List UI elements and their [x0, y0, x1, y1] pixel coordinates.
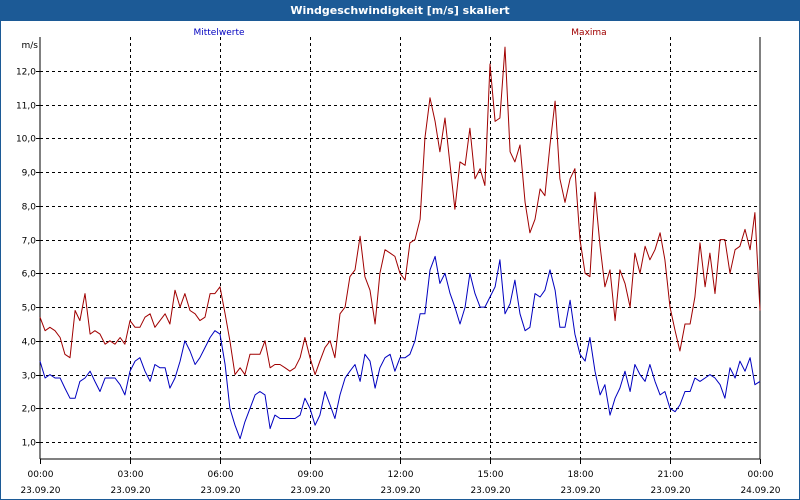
- window-title: Windgeschwindigkeit [m/s] skaliert: [1, 1, 799, 21]
- legend-mittelwerte: Mittelwerte: [193, 28, 244, 38]
- x-tick-date-label: 23.09.20: [290, 486, 330, 496]
- x-tick-date-label: 24.09.20: [740, 486, 780, 496]
- x-tick-time-label: 18:00: [568, 470, 594, 480]
- x-tick-time-label: 21:00: [658, 470, 684, 480]
- x-tick-date-label: 23.09.20: [200, 486, 240, 496]
- series-line-mittelwerte: [39, 255, 761, 440]
- y-tick-label: 7,0: [22, 237, 37, 247]
- x-tick-time-label: 03:00: [118, 470, 144, 480]
- y-axis-label: m/s: [22, 41, 39, 51]
- y-tick-label: 12,0: [16, 68, 36, 78]
- y-tick-label: 5,0: [22, 304, 37, 314]
- x-tick-time-label: 06:00: [208, 470, 234, 480]
- x-tick-date-label: 23.09.20: [20, 486, 60, 496]
- y-tick-label: 2,0: [22, 405, 37, 415]
- x-tick-date-label: 23.09.20: [110, 486, 150, 496]
- x-tick-date-label: 23.09.20: [560, 486, 600, 496]
- series-line-maxima: [39, 46, 761, 376]
- y-tick-label: 6,0: [22, 270, 37, 280]
- x-tick-date-label: 23.09.20: [380, 486, 420, 496]
- x-tick-time-label: 15:00: [478, 470, 504, 480]
- y-tick-label: 11,0: [16, 102, 36, 112]
- x-tick-time-label: 12:00: [388, 470, 414, 480]
- y-tick-label: 1,0: [22, 439, 37, 449]
- y-tick-label: 8,0: [22, 203, 37, 213]
- y-tick-label: 4,0: [22, 338, 37, 348]
- y-tick-label: 10,0: [16, 135, 36, 145]
- x-tick-time-label: 00:00: [748, 470, 774, 480]
- y-tick-label: 9,0: [22, 169, 37, 179]
- legend-maxima: Maxima: [571, 28, 606, 38]
- x-tick-time-label: 09:00: [298, 470, 324, 480]
- x-tick-time-label: 00:00: [28, 470, 54, 480]
- x-tick-date-label: 23.09.20: [470, 486, 510, 496]
- x-tick-date-label: 23.09.20: [650, 486, 690, 496]
- y-tick-label: 3,0: [22, 372, 37, 382]
